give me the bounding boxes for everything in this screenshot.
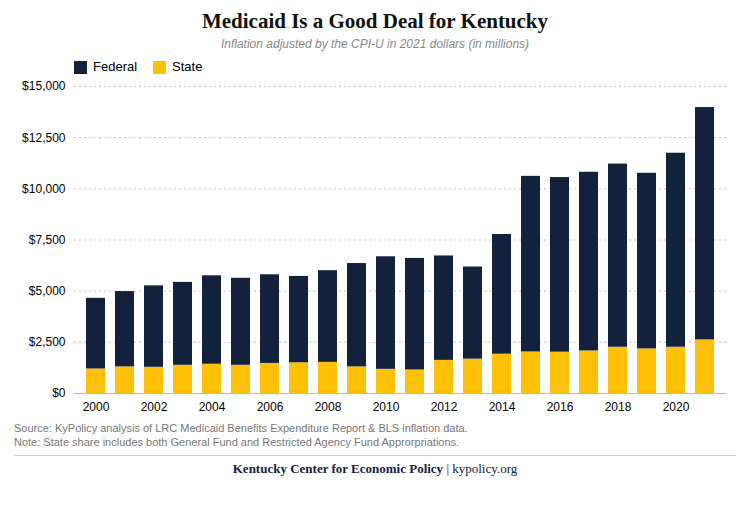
html-text:Kentucky Center for Economic P: Kentucky Center for Economic Policy | ky… <box>232 461 518 476</box>
svg-text:$5,000: $5,000 <box>29 284 66 298</box>
svg-text:$15,000: $15,000 <box>22 79 66 93</box>
svg-text:2012: 2012 <box>431 400 458 414</box>
svg-text:2004: 2004 <box>199 400 226 414</box>
svg-text:2000: 2000 <box>83 400 110 414</box>
html-text:State: State <box>172 59 203 74</box>
html-text:Source: KyPolicy analysis of L: Source: KyPolicy analysis of LRC Medicai… <box>14 422 468 434</box>
svg-text:$10,000: $10,000 <box>22 182 66 196</box>
svg-text:2016: 2016 <box>547 400 574 414</box>
svg-text:$12,500: $12,500 <box>22 131 66 145</box>
html-text:Medicaid Is a Good Deal for Ke: Medicaid Is a Good Deal for Kentucky <box>201 9 549 33</box>
svg-text:2002: 2002 <box>141 400 168 414</box>
svg-text:$2,500: $2,500 <box>29 335 66 349</box>
svg-text:2018: 2018 <box>605 400 632 414</box>
svg-text:$7,500: $7,500 <box>29 233 66 247</box>
svg-text:2010: 2010 <box>373 400 400 414</box>
svg-text:2008: 2008 <box>315 400 342 414</box>
html-text:Note: State share includes bot: Note: State share includes both General … <box>14 436 460 448</box>
html-text:Inflation adjusted by the CPI-: Inflation adjusted by the CPI-U in 2021 … <box>220 37 530 51</box>
html-text:Federal: Federal <box>93 59 138 74</box>
svg-text:2006: 2006 <box>257 400 284 414</box>
svg-text:2014: 2014 <box>489 400 516 414</box>
svg-text:$0: $0 <box>52 386 66 400</box>
svg-text:2020: 2020 <box>663 400 690 414</box>
